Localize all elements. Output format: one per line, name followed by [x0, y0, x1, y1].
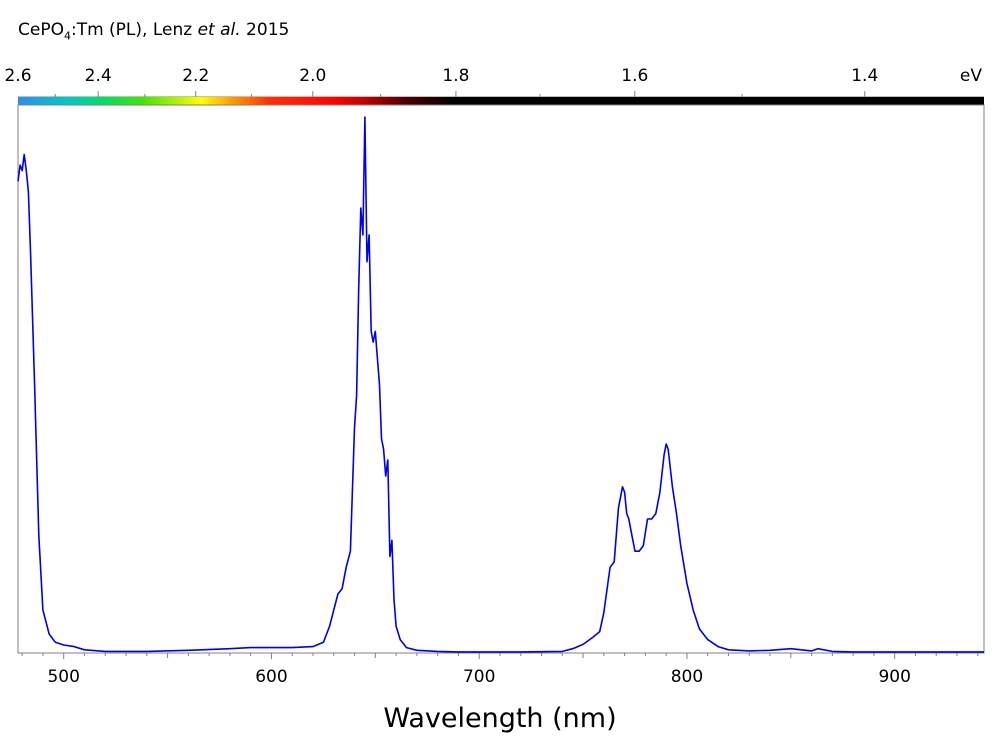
title-subscript: 4: [63, 29, 71, 43]
x-tick-label: 500: [47, 667, 79, 687]
top-tick-label: 1.4: [851, 66, 878, 86]
top-tick-label: 2.2: [182, 66, 209, 86]
title-italic: et al.: [197, 20, 241, 40]
x-tick-label: 700: [463, 667, 495, 687]
x-axis-label: Wavelength (nm): [383, 703, 616, 734]
top-tick-label: 1.6: [621, 66, 648, 86]
top-tick-label: 2.0: [299, 66, 326, 86]
top-energy-axis: 2.6 2.4 2.2 2.0 1.8 1.6 1.4 eV: [4, 66, 984, 98]
title-rest: :Tm (PL), Lenz: [70, 20, 198, 40]
top-tick-label: 2.4: [85, 66, 112, 86]
plot-frame: [17, 104, 985, 654]
chart-title: CePO4:Tm (PL), Lenz et al. 2015: [18, 20, 289, 42]
energy-color-bar: [18, 97, 984, 105]
top-axis-unit: eV: [960, 66, 982, 86]
x-tick-label: 800: [671, 667, 703, 687]
x-tick-label: 600: [255, 667, 287, 687]
top-tick-label: 1.8: [442, 66, 469, 86]
spectrum-line: [17, 116, 984, 653]
x-tick-label: 900: [878, 667, 910, 687]
wavelength-axis: 500 600 700 800 900: [21, 653, 979, 687]
title-compound: CePO: [18, 20, 64, 40]
title-year: 2015: [240, 20, 290, 40]
top-tick-label: 2.6: [4, 66, 31, 86]
